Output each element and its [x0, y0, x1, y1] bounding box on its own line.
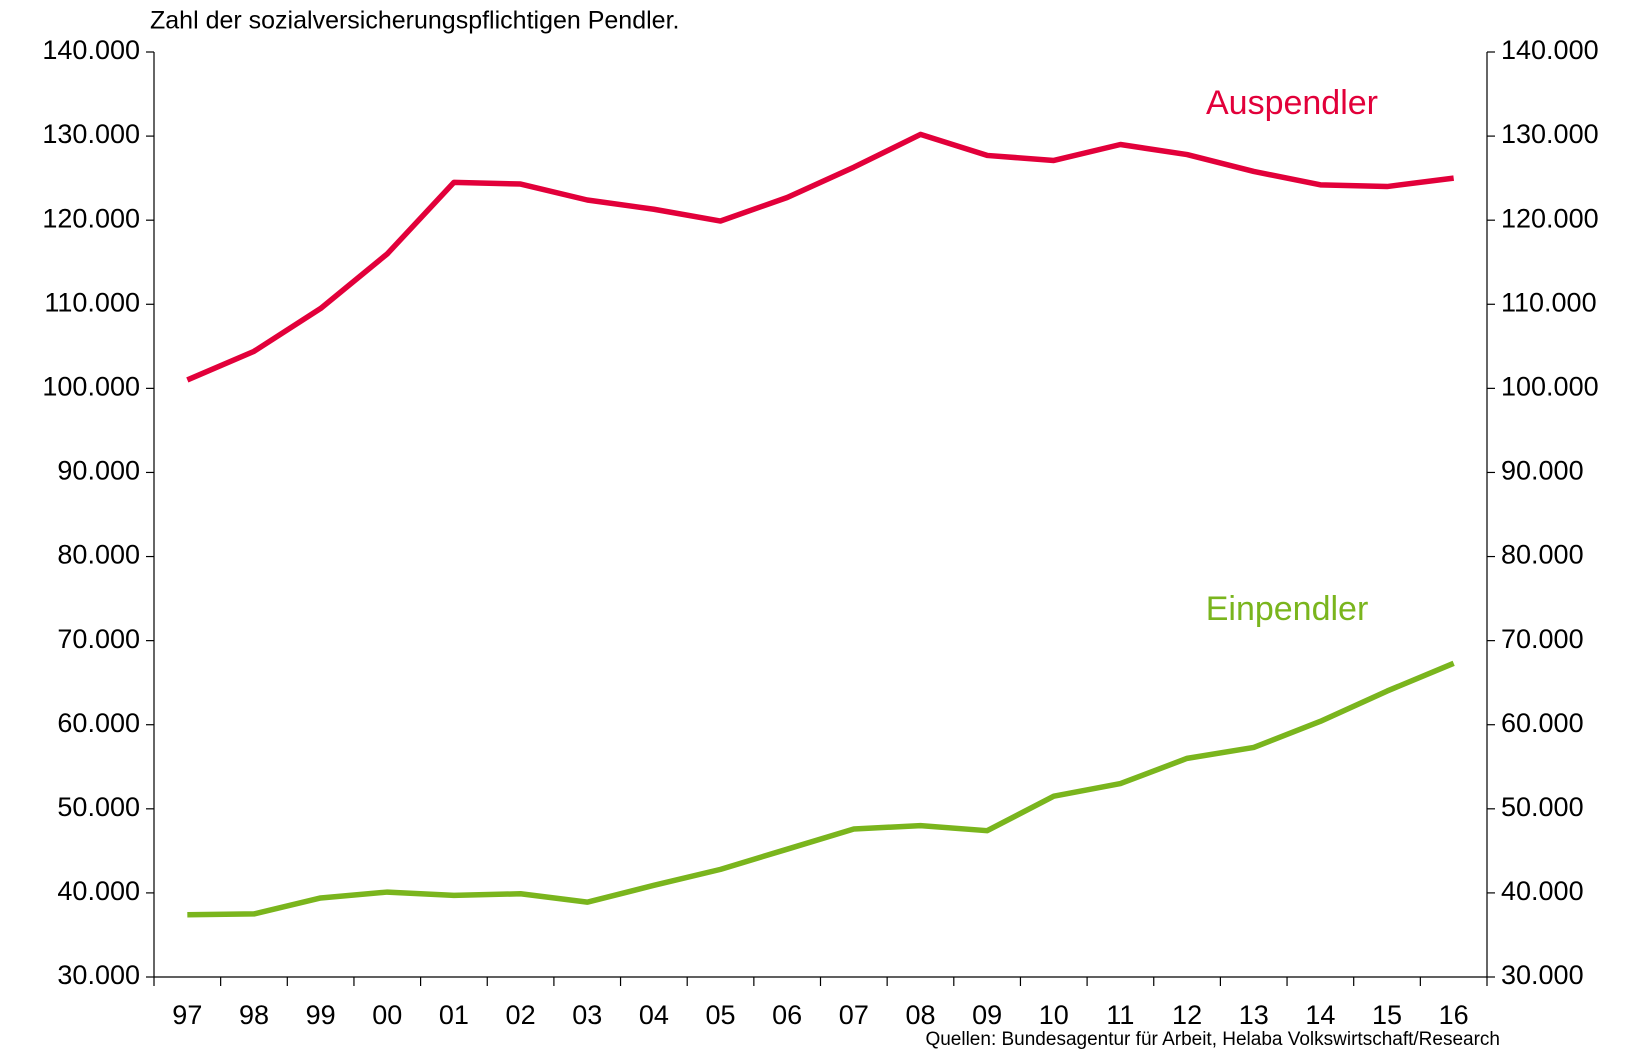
y-tick-label: 60.000 — [57, 708, 140, 738]
x-tick-label: 10 — [1039, 1000, 1069, 1030]
x-tick-label: 08 — [905, 1000, 935, 1030]
source-note: Quellen: Bundesagentur für Arbeit, Helab… — [925, 1029, 1500, 1050]
x-tick-label: 97 — [172, 1000, 202, 1030]
y-tick-label: 50.000 — [57, 792, 140, 822]
y2-tick-label: 80.000 — [1501, 540, 1584, 570]
y2-tick-label: 30.000 — [1501, 960, 1584, 990]
series-line — [187, 660, 1455, 918]
series-label: Einpendler — [1206, 590, 1369, 628]
x-tick-label: 14 — [1305, 1000, 1335, 1030]
x-tick-label: 98 — [239, 1000, 269, 1030]
x-tick-label: 99 — [306, 1000, 336, 1030]
x-tick-label: 02 — [506, 1000, 536, 1030]
y2-tick-label: 130.000 — [1501, 119, 1599, 149]
x-tick-label: 11 — [1106, 1000, 1134, 1030]
x-tick-label: 09 — [972, 1000, 1002, 1030]
chart-title: Zahl der sozialversicherungspflichtigen … — [150, 7, 679, 35]
y-tick-label: 140.000 — [42, 35, 140, 65]
y2-tick-label: 110.000 — [1501, 287, 1597, 317]
y-tick-label: 80.000 — [57, 540, 140, 570]
series-label: Auspendler — [1206, 84, 1378, 122]
x-tick-label: 04 — [639, 1000, 669, 1030]
y-tick-label: 40.000 — [57, 876, 140, 906]
x-tick-label: 01 — [439, 1000, 469, 1030]
y-tick-label: 30.000 — [57, 960, 140, 990]
x-tick-label: 15 — [1372, 1000, 1402, 1030]
y-tick-label: 90.000 — [57, 456, 140, 486]
y-tick-label: 70.000 — [57, 624, 140, 654]
y2-tick-label: 100.000 — [1501, 371, 1599, 401]
x-tick-label: 06 — [772, 1000, 802, 1030]
x-tick-label: 16 — [1439, 1000, 1469, 1030]
x-tick-label: 13 — [1239, 1000, 1269, 1030]
x-tick-label: 03 — [572, 1000, 602, 1030]
y2-tick-label: 50.000 — [1501, 792, 1584, 822]
x-tick-label: 12 — [1172, 1000, 1202, 1030]
series-line — [186, 131, 1455, 383]
y2-tick-label: 90.000 — [1501, 456, 1584, 486]
y2-tick-label: 60.000 — [1501, 708, 1584, 738]
x-tick-label: 05 — [706, 1000, 736, 1030]
x-tick-label: 07 — [839, 1000, 869, 1030]
y2-tick-label: 40.000 — [1501, 876, 1584, 906]
y-tick-label: 120.000 — [42, 203, 140, 233]
y-tick-label: 100.000 — [42, 371, 140, 401]
x-tick-label: 00 — [372, 1000, 402, 1030]
y-tick-label: 110.000 — [44, 287, 140, 317]
y2-tick-label: 70.000 — [1501, 624, 1584, 654]
y2-tick-label: 120.000 — [1501, 203, 1599, 233]
y-tick-label: 130.000 — [42, 119, 140, 149]
y2-tick-label: 140.000 — [1501, 35, 1599, 65]
